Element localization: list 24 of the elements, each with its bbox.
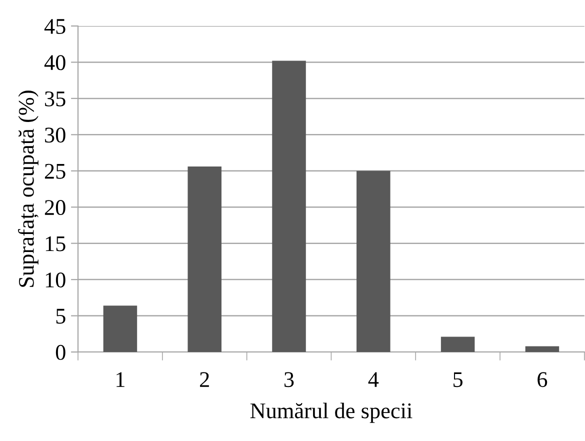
- y-tick-label: 45: [44, 19, 66, 34]
- y-tick-label: 40: [44, 55, 66, 70]
- x-tick-label: 4: [368, 372, 379, 387]
- y-tick-label: 35: [45, 91, 66, 106]
- bar: [103, 306, 138, 352]
- x-tick-label: 6: [538, 372, 548, 388]
- y-tick-label: 20: [44, 200, 66, 216]
- x-tick-label: 1: [116, 372, 124, 387]
- x-tick-label: 3: [284, 372, 294, 388]
- x-axis-title: Numărul de specii: [250, 402, 412, 423]
- y-tick-label: 10: [46, 272, 66, 288]
- bar: [440, 336, 475, 352]
- bar: [356, 170, 390, 352]
- y-tick-label: 25: [44, 164, 66, 179]
- bar: [525, 346, 560, 352]
- x-tick-label: 5: [454, 372, 462, 388]
- y-tick-label: 30: [45, 128, 66, 143]
- y-axis-title: Suprafața ocupată (%): [18, 90, 38, 287]
- y-tick-label: 5: [56, 308, 66, 324]
- y-tick-label: 0: [56, 344, 66, 360]
- y-tick-label: 15: [46, 236, 66, 252]
- bar: [188, 166, 222, 352]
- bar: [272, 60, 306, 352]
- x-tick-label: 2: [200, 372, 209, 387]
